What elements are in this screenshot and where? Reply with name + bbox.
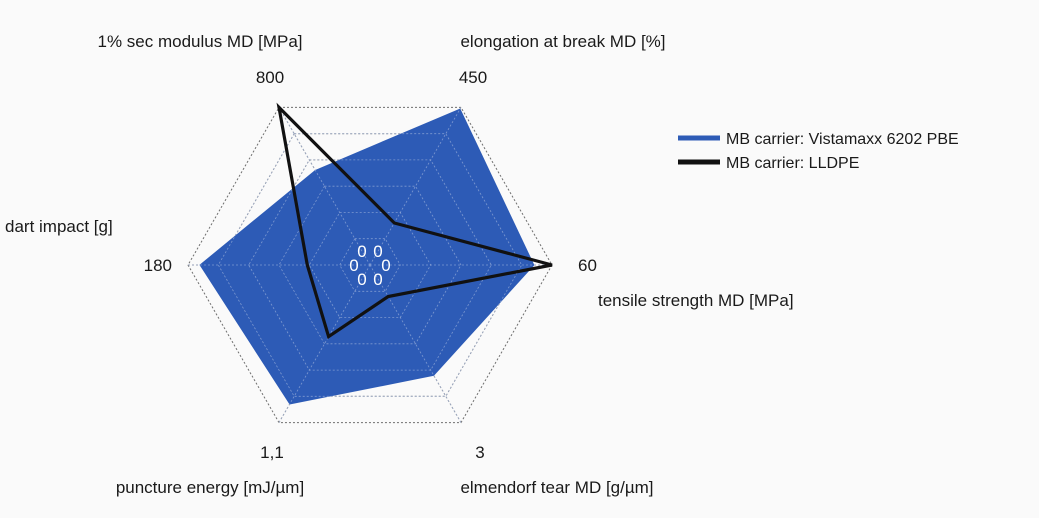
axis-title-label: elongation at break MD [%] [460,32,665,51]
legend-entry-label: MB carrier: LLDPE [726,155,859,172]
axis-max-tick-label: 60 [578,256,597,275]
center-zero-label: 0 [381,256,390,275]
center-zero-label: 0 [357,242,366,261]
center-zero-label: 0 [357,270,366,289]
axis-max-tick-label: 180 [144,256,172,275]
series-line-lldpe [276,102,553,340]
grid-ring-overlay-3 [278,185,462,345]
legend-entry-label: MB carrier: Vistamaxx 6202 PBE [726,131,959,148]
axis-title-label: dart impact [g] [5,217,113,236]
axis-title-label: elmendorf tear MD [g/µm] [460,478,653,497]
axis-max-tick-label: 450 [459,68,487,87]
center-zero-label: 0 [349,256,358,275]
axis-title-label: 1% sec modulus MD [MPa] [97,32,302,51]
axis-max-tick-label: 3 [475,443,484,462]
series-area-vistamaxx [199,108,535,405]
axis-max-tick-label: 1,1 [260,443,284,462]
axis-title-label: tensile strength MD [MPa] [598,291,794,310]
axis-max-tick-label: 800 [256,68,284,87]
axis-title-label: puncture energy [mJ/µm] [116,478,304,497]
center-zero-label: 0 [373,242,382,261]
center-zero-label: 0 [373,270,382,289]
